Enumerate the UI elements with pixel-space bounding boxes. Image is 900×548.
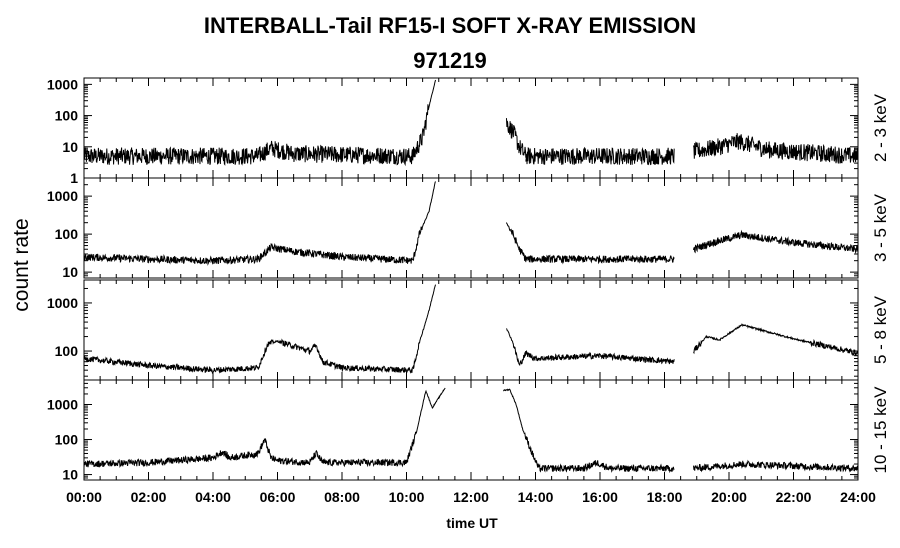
panel-2: 10 100 1000 3 - 5 keV (47, 177, 890, 280)
x-tick-label: 00:00 (66, 489, 102, 505)
series-label: 2 - 3 keV (871, 93, 890, 162)
series-line-segment (693, 323, 859, 357)
series-line-segment (505, 118, 527, 158)
series-line-segment (693, 229, 859, 254)
series-line-segment (525, 146, 675, 166)
x-tick-label: 18:00 (647, 489, 683, 505)
y-tick-label: 10 (62, 264, 78, 280)
x-tick-label: 10:00 (389, 489, 425, 505)
x-tick-label: 12:00 (453, 489, 489, 505)
series-line-segment (693, 459, 859, 473)
y-tick-label: 1000 (47, 295, 78, 311)
x-tick-label: 08:00 (324, 489, 360, 505)
x-tick-label: 16:00 (582, 489, 618, 505)
chart-title: INTERBALL-Tail RF15-I SOFT X-RAY EMISSIO… (203, 13, 697, 38)
panel-1: 1 10 100 1000 2 - 3 keV (47, 76, 890, 186)
series-line-segment (525, 254, 675, 265)
y-tick-label: 10 (62, 139, 78, 155)
series-line-segment (83, 387, 446, 468)
x-tick-label: 14:00 (518, 489, 554, 505)
panel-frame (83, 279, 859, 381)
series-line-segment (83, 284, 437, 375)
chart-subtitle: 971219 (413, 48, 487, 73)
series-line-segment (506, 328, 675, 366)
y-tick-label: 100 (55, 432, 79, 448)
y-tick-label: 10 (62, 467, 78, 483)
x-tick-label: 24:00 (840, 489, 876, 505)
series-line-segment (83, 181, 436, 266)
y-tick-label: 100 (55, 226, 79, 242)
series-line-segment (83, 79, 437, 167)
panel-4: 10 100 1000 10 - 15 keV (47, 379, 890, 483)
x-axis-label: time UT (446, 515, 498, 531)
panels-group: 1 10 100 1000 2 - 3 keV 10 100 1000 3 - 5 keV 100… (47, 76, 890, 482)
y-axis-label: count rate (10, 218, 33, 311)
series-line-segment (505, 222, 527, 263)
x-tick-label: 22:00 (776, 489, 812, 505)
series-line-segment (503, 388, 675, 474)
y-tick-label: 100 (55, 108, 79, 124)
x-axis: 00:00 02:00 04:00 06:00 08:00 10:00 12:00 14:00… (66, 489, 876, 505)
x-tick-label: 20:00 (711, 489, 747, 505)
series-label: 3 - 5 keV (871, 193, 890, 262)
x-tick-label: 02:00 (131, 489, 167, 505)
series-line-segment (693, 133, 859, 164)
y-tick-label: 100 (55, 343, 79, 359)
panel-3: 100 1000 5 - 8 keV (47, 279, 890, 381)
series-label: 10 - 15 keV (871, 386, 890, 474)
y-tick-label: 1000 (47, 396, 78, 412)
y-tick-label: 1000 (47, 188, 78, 204)
y-tick-label: 1 (70, 170, 78, 186)
series-label: 5 - 8 keV (871, 295, 890, 364)
y-tick-label: 1000 (47, 76, 78, 92)
x-tick-label: 04:00 (195, 489, 231, 505)
x-tick-label: 06:00 (260, 489, 296, 505)
